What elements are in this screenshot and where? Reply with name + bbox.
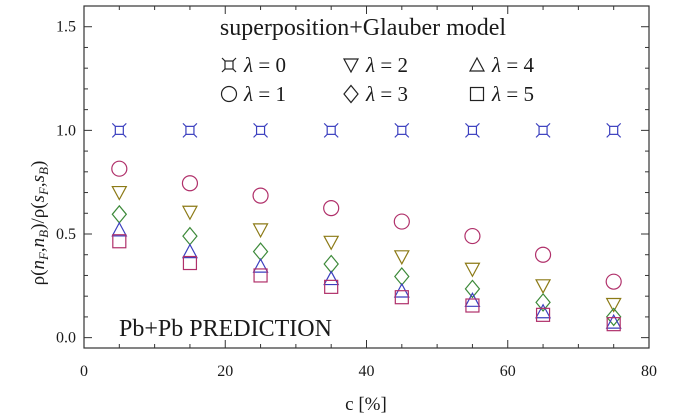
data-point — [464, 292, 481, 307]
data-point — [111, 122, 127, 138]
data-point — [182, 122, 198, 138]
legend-marker — [468, 56, 486, 72]
legend-label: λ = 2 — [365, 53, 408, 77]
legend-item: λ = 3 — [343, 82, 408, 106]
chart-title: superposition+Glauber model — [220, 15, 506, 41]
series-4 — [111, 221, 622, 329]
legend-item: λ = 2 — [342, 53, 408, 77]
data-point — [112, 234, 127, 249]
legend: λ = 0 λ = 2 λ = 4 λ = 1 λ = 3 λ = 5 — [220, 53, 534, 106]
data-point — [464, 262, 481, 278]
data-point — [535, 303, 552, 319]
legend-item: λ = 5 — [469, 82, 534, 106]
data-point — [111, 160, 128, 177]
data-point — [252, 223, 269, 239]
x-tick-label: 0 — [80, 363, 88, 380]
y-tick-label: 0.5 — [56, 226, 76, 243]
legend-item: λ = 4 — [468, 53, 534, 77]
legend-marker — [220, 85, 238, 103]
data-point — [605, 307, 622, 327]
y-tick-label: 1.0 — [56, 122, 76, 139]
data-point — [323, 122, 339, 138]
x-tick-label: 40 — [359, 363, 375, 380]
data-point — [535, 279, 552, 295]
data-point — [534, 246, 552, 263]
data-series — [111, 122, 622, 332]
legend-label: λ = 4 — [491, 53, 534, 77]
legend-label: λ = 5 — [491, 82, 534, 106]
data-point — [323, 270, 340, 286]
data-point — [465, 298, 480, 313]
data-point — [181, 175, 199, 192]
x-tick-label: 60 — [500, 363, 516, 380]
data-point — [605, 273, 622, 290]
data-point — [393, 250, 410, 266]
data-point — [181, 243, 198, 259]
legend-marker — [343, 84, 359, 104]
data-point — [394, 290, 409, 305]
data-point — [394, 122, 410, 138]
data-point — [323, 199, 340, 217]
chart-annotation: Pb+Pb PREDICTION — [119, 316, 332, 342]
data-point — [181, 205, 198, 221]
data-point — [252, 257, 269, 273]
data-point — [606, 122, 622, 138]
data-point — [323, 254, 339, 274]
data-point — [465, 122, 480, 138]
legend-marker — [469, 86, 485, 102]
data-point — [535, 122, 551, 138]
legend-item: λ = 0 — [221, 53, 286, 77]
data-point — [605, 297, 622, 313]
data-point — [394, 267, 410, 286]
data-point — [606, 317, 621, 332]
legend-label: λ = 0 — [243, 53, 286, 77]
x-tick-label: 20 — [217, 363, 233, 380]
series-2 — [111, 185, 622, 313]
data-point — [464, 279, 481, 299]
data-point — [182, 255, 198, 271]
data-point — [393, 213, 410, 230]
data-point — [252, 242, 269, 262]
axis-tick-labels: 0 20 40 60 80 0.0 0.5 1.0 1.5 — [56, 19, 657, 380]
x-tick-label: 80 — [641, 363, 657, 380]
series-0 — [111, 122, 622, 138]
legend-marker — [342, 58, 360, 74]
data-point — [253, 268, 268, 283]
data-point — [323, 235, 340, 251]
data-point — [605, 313, 622, 329]
data-point — [535, 307, 551, 322]
legend-marker — [221, 57, 237, 73]
data-point — [535, 292, 551, 312]
legend-item: λ = 1 — [220, 82, 286, 106]
series-1 — [111, 160, 622, 290]
data-point — [182, 226, 198, 246]
y-tick-label: 1.5 — [56, 19, 76, 36]
legend-label: λ = 3 — [365, 82, 408, 106]
y-axis-title: ρ(nF​,nB​)/ρ(sF​,sB​) — [28, 161, 51, 286]
data-point — [253, 122, 268, 138]
axis-ticks — [83, 6, 650, 348]
data-point — [324, 279, 339, 294]
x-axis-title: c [%] — [345, 394, 387, 415]
legend-label: λ = 1 — [243, 82, 286, 106]
data-point — [464, 227, 481, 245]
data-point — [111, 204, 128, 224]
y-tick-label: 0.0 — [56, 330, 76, 347]
data-point — [252, 187, 269, 204]
data-point — [111, 221, 128, 237]
series-5 — [112, 234, 621, 332]
data-point — [111, 185, 128, 201]
